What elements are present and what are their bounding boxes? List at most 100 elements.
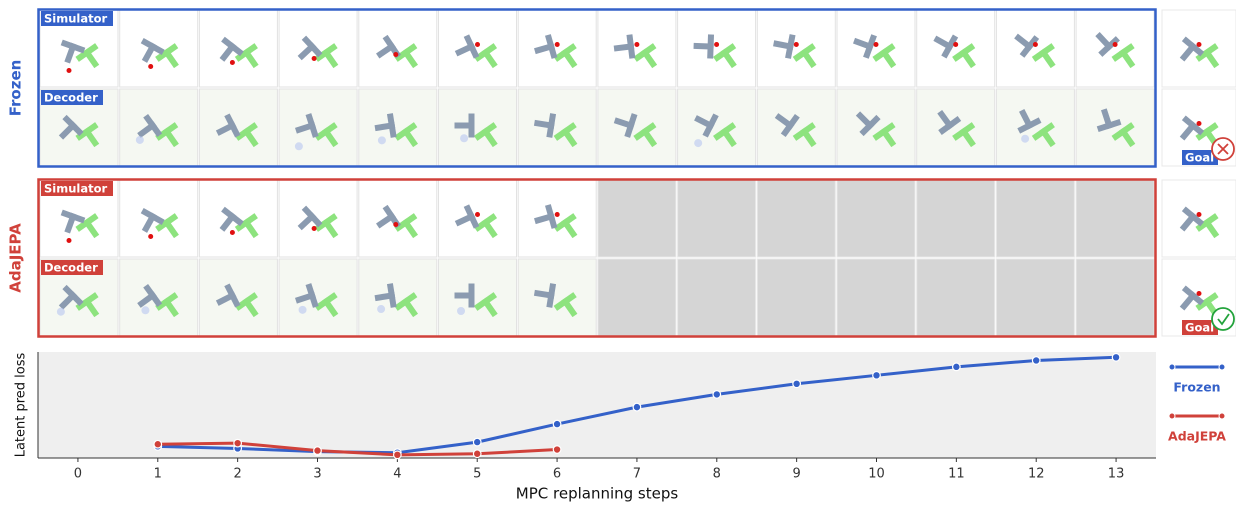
- row-label: Decoder: [44, 91, 98, 105]
- row-label: Simulator: [44, 182, 107, 196]
- frame-cell: [279, 259, 357, 336]
- frame-cell: [1076, 259, 1154, 336]
- shape-part: [455, 123, 475, 129]
- x-axis-label: MPC replanning steps: [516, 485, 679, 503]
- frame-cell: [996, 10, 1074, 87]
- blur-spot: [57, 308, 65, 316]
- agent-dot: [312, 226, 317, 231]
- frame-cell: [757, 180, 835, 257]
- x-tick-label: 1: [154, 467, 162, 482]
- frame-cell: [837, 89, 915, 166]
- frame-cell: [518, 180, 596, 257]
- x-tick-label: 5: [473, 467, 481, 482]
- blur-spot: [299, 306, 307, 314]
- frame-cell: [678, 89, 756, 166]
- x-tick-label: 9: [793, 467, 801, 482]
- frame-cell: [837, 180, 915, 257]
- frame-cell: [518, 10, 596, 87]
- agent-dot: [1197, 291, 1202, 296]
- blur-spot: [136, 136, 144, 144]
- frame-cell: [359, 10, 437, 87]
- series-point: [713, 391, 721, 399]
- frame-cell: [120, 259, 198, 336]
- frame-cell: [598, 10, 676, 87]
- agent-dot: [953, 42, 958, 47]
- x-tick-label: 6: [553, 467, 561, 482]
- series-point: [553, 420, 561, 428]
- agent-dot: [67, 238, 72, 243]
- x-tick-label: 4: [393, 467, 401, 482]
- frame-cell: [598, 180, 676, 257]
- agent-dot: [1197, 42, 1202, 47]
- series-point: [473, 438, 481, 446]
- agent-dot: [393, 52, 398, 57]
- blur-spot: [377, 305, 385, 313]
- row-label: Decoder: [44, 261, 98, 275]
- frame-cell: [359, 89, 437, 166]
- series-point: [234, 439, 242, 447]
- frame-cell: [917, 180, 995, 257]
- agent-dot: [874, 42, 879, 47]
- legend-marker: [1169, 413, 1175, 419]
- series-point: [873, 372, 881, 380]
- frame-cell: [678, 259, 756, 336]
- x-tick-label: 13: [1108, 467, 1125, 482]
- frame-cell: [757, 10, 835, 87]
- frame-cell: [917, 89, 995, 166]
- frame-cell: [996, 180, 1074, 257]
- series-point: [394, 451, 402, 459]
- agent-dot: [148, 234, 153, 239]
- frame-cell: [439, 89, 517, 166]
- legend-marker: [1169, 364, 1175, 370]
- agent-dot: [1113, 42, 1118, 47]
- x-tick-label: 10: [868, 467, 885, 482]
- agent-dot: [475, 42, 480, 47]
- x-tick-label: 11: [948, 467, 965, 482]
- agent-dot: [475, 212, 480, 217]
- shape-part: [694, 43, 714, 50]
- x-tick-label: 2: [234, 467, 242, 482]
- blur-spot: [378, 136, 386, 144]
- x-tick-label: 7: [633, 467, 641, 482]
- agent-dot: [312, 56, 317, 61]
- series-point: [154, 440, 162, 448]
- page: {"panels": [ {"name": "Frozen", "color":…: [0, 0, 1236, 506]
- frame-cell: [359, 180, 437, 257]
- frame-cell: [837, 259, 915, 336]
- frame-cell: [757, 259, 835, 336]
- series-point: [793, 380, 801, 388]
- series-point: [953, 363, 961, 371]
- panel-label: AdaJEPA: [7, 223, 25, 293]
- series-point: [1112, 354, 1120, 362]
- panel-label: Frozen: [7, 60, 25, 117]
- agent-dot: [230, 60, 235, 65]
- legend-label: Frozen: [1173, 380, 1220, 395]
- series-point: [314, 447, 322, 455]
- blur-spot: [295, 142, 303, 150]
- shape-part: [455, 293, 475, 299]
- status-icon: [1212, 308, 1234, 330]
- legend-marker: [1219, 364, 1225, 370]
- agent-dot: [634, 42, 639, 47]
- x-tick-label: 8: [713, 467, 721, 482]
- frame-cell: [359, 259, 437, 336]
- frame-cell: [996, 89, 1074, 166]
- frame-cell: [757, 89, 835, 166]
- agent-dot: [393, 222, 398, 227]
- series-point: [1032, 357, 1040, 365]
- series-point: [553, 446, 561, 454]
- frame-cell: [1076, 89, 1154, 166]
- frame-cell: [279, 180, 357, 257]
- frame-cell: [199, 259, 277, 336]
- agent-dot: [555, 42, 560, 47]
- blur-spot: [141, 306, 149, 314]
- frame-cell: [199, 89, 277, 166]
- agent-dot: [1197, 121, 1202, 126]
- frame-cell: [1076, 10, 1154, 87]
- agent-dot: [714, 42, 719, 47]
- frame-cell: [837, 10, 915, 87]
- legend-marker: [1219, 413, 1225, 419]
- row-label: Simulator: [44, 12, 107, 26]
- frame-cell: [279, 10, 357, 87]
- frame-cell: [120, 89, 198, 166]
